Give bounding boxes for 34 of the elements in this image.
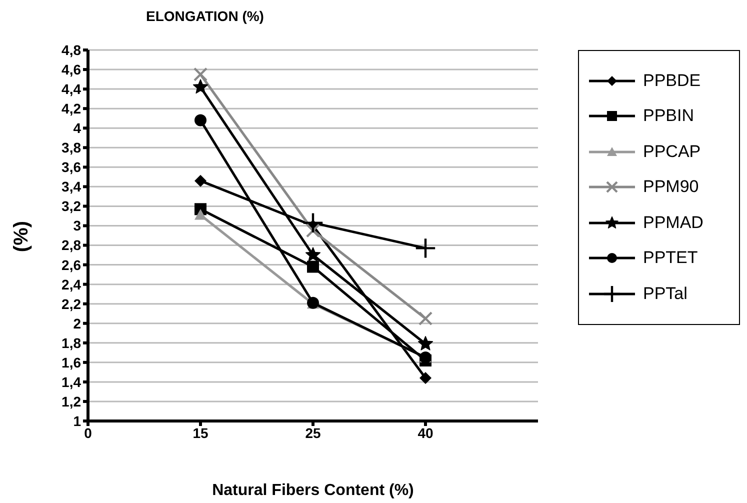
y-tick-label: 4,6: [62, 61, 82, 78]
y-tick-label: 4: [73, 120, 82, 136]
y-tick-label: 3,6: [62, 159, 82, 176]
y-tick-label: 2,6: [62, 256, 82, 273]
x-tick-label: 15: [192, 424, 208, 441]
x-tick-label: 40: [418, 424, 434, 441]
y-tick-label: 2,8: [62, 237, 82, 254]
x-axis-title: Natural Fibers Content (%): [212, 482, 414, 499]
y-tick-label: 1,8: [62, 334, 82, 351]
y-tick-label: 3,8: [62, 140, 82, 156]
x-tick-label: 25: [305, 424, 321, 441]
legend-label: PPBIN: [643, 106, 694, 126]
legend-label: PPM90: [643, 177, 699, 198]
y-tick-label: 4,8: [62, 42, 82, 58]
legend-label: PPTET: [643, 248, 698, 268]
y-tick-label: 2: [73, 315, 82, 332]
y-tick-label: 2,4: [62, 276, 82, 292]
y-tick-label: 1,4: [62, 374, 82, 390]
y-tick-label: 1,2: [62, 393, 82, 410]
legend-label: PPCAP: [643, 142, 701, 162]
y-tick-label: 3: [73, 218, 82, 234]
y-tick-label: 3,4: [62, 178, 82, 195]
legend-label: PPMAD: [643, 212, 704, 233]
y-tick-label: 1: [73, 412, 82, 429]
y-axis-title: (%): [10, 220, 34, 254]
y-tick-label: 2,2: [62, 296, 82, 312]
chart-title: ELONGATION (%): [145, 8, 265, 24]
legend-label: PPBDE: [643, 70, 701, 91]
y-tick-label: 1,6: [62, 354, 82, 370]
legend-label: PPTal: [643, 284, 688, 304]
y-tick-label: 3,2: [62, 198, 82, 214]
y-tick-label: 4,4: [62, 81, 82, 98]
x-tick-label: 0: [84, 424, 92, 441]
y-tick-label: 4,2: [62, 100, 82, 117]
